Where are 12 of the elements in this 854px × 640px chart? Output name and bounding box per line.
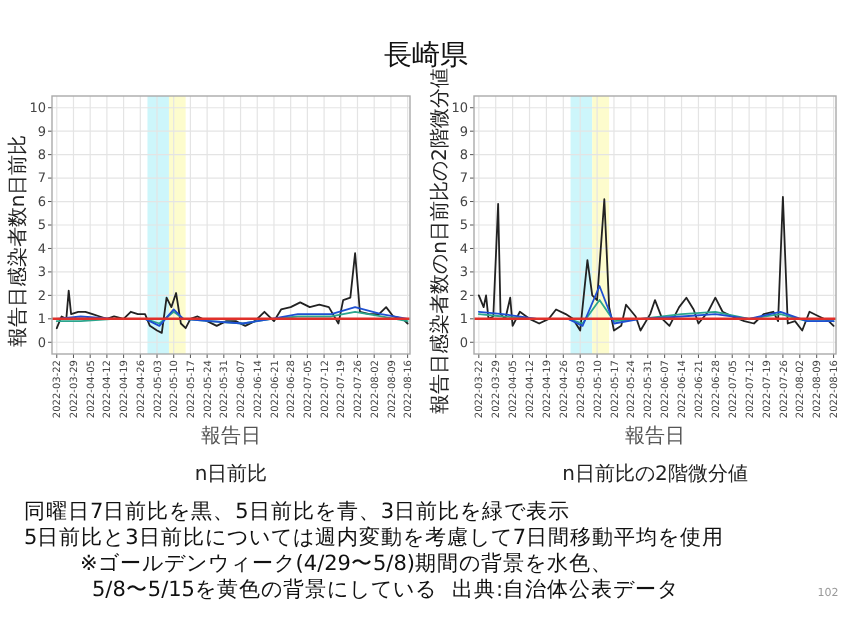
text: 同曜日7日前比を黒、5日前比を青、3日前比を緑で表示 — [24, 498, 571, 524]
text: n日前比 — [194, 462, 268, 486]
y-axis-title: 報告日感染者数n日前比 — [6, 134, 30, 348]
text: 5日前比と3日前比については週内変動を考慮して7日間移動平均を使用 — [24, 524, 725, 550]
x-axis-title: 報告日 — [201, 424, 261, 448]
y-axis-title: 報告日感染者数のn日前比の2階微分値 — [428, 68, 452, 414]
text: ※ゴールデンウィーク(4/29〜5/8)期間の背景を水色、 — [80, 550, 613, 576]
text: n日前比の2階微分値 — [562, 462, 748, 486]
text: 長崎県 — [384, 40, 468, 72]
source-note: 出典:自治体公表データ — [452, 576, 680, 602]
x-axis-title: 報告日 — [625, 424, 685, 448]
text: 5/8〜5/15を黄色の背景にしている — [92, 576, 437, 602]
